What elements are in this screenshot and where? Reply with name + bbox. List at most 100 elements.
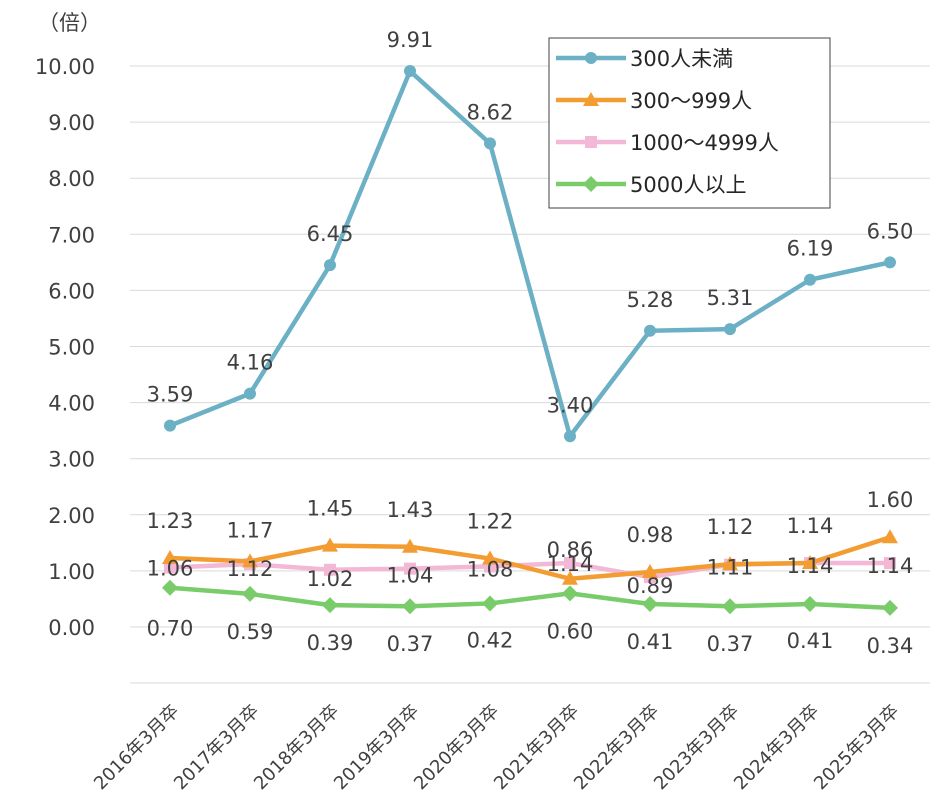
data-point — [882, 599, 898, 616]
data-label: 5.28 — [627, 288, 674, 312]
data-label: 1.12 — [227, 557, 274, 581]
data-label: 8.62 — [467, 100, 514, 124]
data-label: 1.43 — [387, 498, 434, 522]
data-point — [583, 92, 599, 106]
data-point — [402, 538, 418, 553]
legend-item: 300～999人 — [556, 89, 752, 113]
y-tick-label: 4.00 — [48, 392, 95, 416]
data-label: 3.59 — [147, 383, 194, 407]
data-label: 1.22 — [467, 510, 514, 534]
y-tick-label: 5.00 — [48, 336, 95, 360]
x-tick-label: 2025年3月卒 — [810, 701, 904, 795]
data-point — [402, 598, 418, 615]
legend-box — [548, 37, 831, 209]
data-point — [802, 595, 818, 612]
data-point — [583, 176, 599, 192]
data-label: 0.37 — [387, 632, 434, 656]
data-label: 1.14 — [787, 514, 834, 538]
data-point — [562, 570, 578, 585]
data-label: 1.45 — [307, 497, 354, 521]
data-point — [722, 598, 738, 615]
data-label: 0.70 — [147, 617, 194, 641]
data-label: 0.86 — [547, 538, 594, 562]
data-label: 0.34 — [867, 634, 914, 658]
data-point — [804, 273, 816, 286]
series-line — [169, 585, 891, 611]
data-point — [642, 564, 658, 579]
data-label: 0.98 — [627, 523, 674, 547]
legend-label: 1000～4999人 — [630, 131, 779, 155]
data-point — [585, 136, 597, 148]
series-3 — [162, 579, 898, 616]
data-point — [642, 595, 658, 612]
data-label: 6.45 — [307, 222, 354, 246]
data-label: 1.08 — [467, 557, 514, 581]
data-point — [242, 553, 258, 568]
data-point — [164, 561, 176, 574]
data-label: 0.37 — [707, 632, 754, 656]
data-label: 4.16 — [227, 351, 274, 375]
series-line — [169, 535, 891, 582]
data-label: 0.41 — [627, 630, 674, 654]
y-tick-label: 8.00 — [48, 167, 95, 191]
y-unit-label: （倍） — [38, 11, 101, 35]
data-point — [585, 52, 597, 64]
data-label: 6.19 — [787, 237, 834, 261]
data-label: 1.12 — [707, 515, 754, 539]
data-point — [884, 557, 896, 570]
data-label: 5.31 — [707, 286, 754, 310]
data-label: 1.06 — [147, 557, 194, 581]
data-label: 0.59 — [227, 620, 274, 644]
y-tick-label: 0.00 — [48, 616, 95, 640]
data-point — [724, 323, 736, 336]
series-1 — [162, 529, 898, 585]
data-label: 1.14 — [787, 554, 834, 578]
data-label: 1.14 — [547, 552, 594, 576]
y-tick-label: 6.00 — [48, 279, 95, 303]
data-label: 9.91 — [387, 28, 434, 52]
data-label: 1.60 — [867, 488, 914, 512]
data-point — [324, 259, 336, 272]
y-tick-label: 7.00 — [48, 223, 95, 247]
data-point — [482, 550, 498, 565]
data-label: 1.23 — [147, 509, 194, 533]
legend-label: 300～999人 — [630, 89, 752, 113]
data-point — [882, 529, 898, 544]
y-tick-label: 3.00 — [48, 448, 95, 472]
y-tick-label: 1.00 — [48, 560, 95, 584]
data-point — [322, 537, 338, 552]
data-point — [564, 557, 576, 570]
y-tick-label: 9.00 — [48, 111, 95, 135]
data-label: 6.50 — [867, 219, 914, 243]
data-label: 1.04 — [387, 564, 434, 588]
data-point — [162, 579, 178, 596]
legend: 300人未満 300～999人 1000～4999人 5000人以上 — [548, 37, 831, 209]
data-point — [802, 555, 818, 570]
data-label: 0.39 — [307, 631, 354, 655]
data-label: 1.11 — [707, 556, 754, 580]
data-label: 1.02 — [307, 567, 354, 591]
data-point — [242, 585, 258, 602]
legend-item: 1000～4999人 — [556, 131, 779, 155]
data-label: 1.17 — [227, 518, 274, 542]
legend-label: 5000人以上 — [630, 173, 746, 197]
y-tick-label: 2.00 — [48, 504, 95, 528]
y-tick-label: 10.00 — [35, 55, 95, 79]
data-point — [482, 595, 498, 612]
legend-label: 300人未満 — [630, 47, 733, 71]
data-point — [404, 562, 416, 575]
data-point — [884, 256, 896, 269]
data-point — [324, 563, 336, 576]
data-label: 3.40 — [547, 393, 594, 417]
data-point — [404, 65, 416, 78]
legend-item: 5000人以上 — [556, 173, 746, 197]
data-point — [722, 556, 738, 571]
series-0 — [164, 65, 896, 443]
data-label: 0.41 — [787, 629, 834, 653]
data-point — [562, 585, 578, 602]
data-label: 0.60 — [547, 619, 594, 643]
data-point — [564, 430, 576, 443]
data-point — [484, 137, 496, 150]
